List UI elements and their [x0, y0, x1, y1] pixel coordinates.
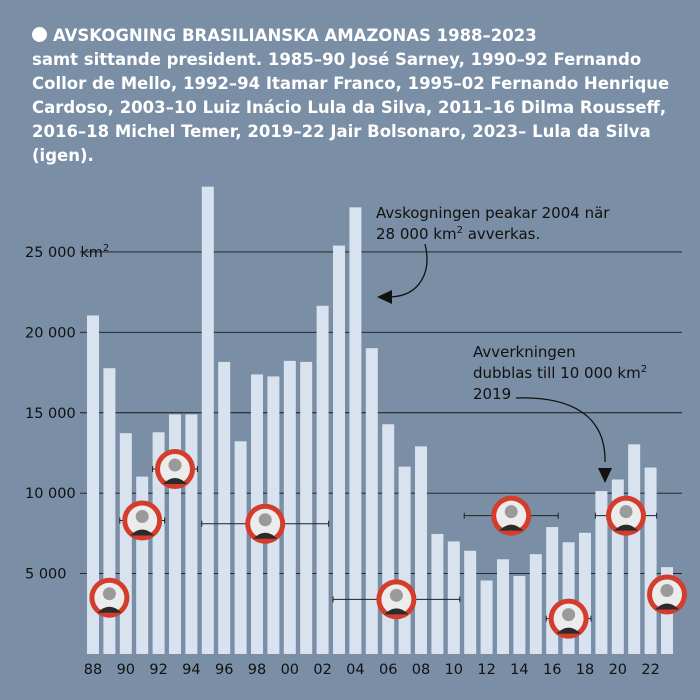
portrait-suit-icon	[384, 608, 409, 615]
portrait-head-icon	[135, 510, 149, 524]
president-portrait	[647, 574, 687, 615]
x-tick-label: 98	[248, 662, 266, 678]
portrait-head-icon	[102, 587, 116, 601]
bar-2002	[316, 305, 329, 654]
bullet-icon	[32, 27, 47, 42]
peak-annotation-line: Avskogningen peakar 2004 när	[376, 204, 610, 222]
president-markers	[89, 449, 687, 639]
peak-arrow-head	[377, 290, 392, 304]
president-portrait	[245, 503, 286, 544]
president-portrait	[155, 449, 195, 490]
x-tick-label: 22	[641, 662, 659, 678]
portrait-suit-icon	[556, 627, 581, 634]
x-tick-label: 90	[117, 662, 135, 678]
doubling-annotation-line: 2019	[473, 385, 511, 403]
doubling-annotation-line: dubblas till 10 000 km2	[473, 364, 647, 382]
x-tick-label: 96	[215, 662, 233, 678]
bar-2019	[595, 491, 608, 654]
bar-2018	[579, 532, 591, 654]
portrait-head-icon	[258, 513, 272, 527]
bar-1996	[218, 361, 231, 654]
bar-2015	[529, 554, 542, 654]
doubling-arrow-curve	[515, 397, 606, 463]
portrait-suit-icon	[655, 603, 679, 610]
annotations: Avskogningen peakar 2004 när 28 000 km2 a…	[376, 204, 647, 483]
peak-arrow-curve	[389, 243, 428, 298]
bar-2009	[431, 533, 444, 654]
chart-subtitle: samt sittande president. 1985–90 José Sa…	[32, 50, 670, 165]
y-tick-label: 15 000	[25, 406, 76, 422]
president-portrait	[548, 598, 589, 639]
x-tick-label: 94	[182, 662, 200, 678]
bar-2013	[497, 559, 509, 654]
president-portrait	[491, 495, 532, 536]
peak-annotation-line: 28 000 km2 avverkas.	[376, 225, 540, 243]
bar-1988	[87, 315, 99, 654]
y-tick-label: 20 000	[25, 325, 76, 341]
y-tick-label: 5 000	[25, 567, 67, 583]
portrait-head-icon	[562, 608, 576, 622]
x-tick-label: 92	[149, 662, 167, 678]
bar-2021	[628, 444, 641, 654]
bar-2014	[513, 576, 526, 654]
president-portrait	[376, 579, 417, 620]
bar-1994	[185, 414, 198, 654]
x-axis-labels: 88 90 92 94 96 98 00 02 04 06 08 10 12 14 16 18 20 22	[84, 662, 660, 678]
bar-1997	[234, 441, 247, 654]
y-axis-labels: 25 000 km2 20 000 15 000 10 000 5 000	[25, 243, 109, 583]
y-tick-label: 25 000 km2	[25, 243, 109, 261]
bar-1992	[152, 432, 165, 654]
x-tick-label: 00	[281, 662, 299, 678]
x-tick-label: 16	[543, 662, 561, 678]
portrait-head-icon	[504, 505, 518, 519]
portrait-suit-icon	[163, 478, 187, 485]
x-tick-label: 06	[379, 662, 397, 678]
bar-2000	[283, 360, 296, 654]
bar-2007	[398, 466, 411, 654]
bar-2022	[644, 467, 657, 654]
x-tick-label: 04	[346, 662, 364, 678]
bar-2008	[415, 446, 427, 654]
portrait-head-icon	[619, 505, 633, 519]
bar-2003	[333, 245, 345, 654]
y-tick-label: 10 000	[25, 486, 76, 502]
portrait-suit-icon	[253, 532, 278, 539]
bar-1990	[119, 433, 132, 654]
bar-2012	[480, 580, 493, 654]
president-portrait	[122, 500, 163, 541]
portrait-suit-icon	[97, 606, 122, 613]
portrait-head-icon	[168, 458, 182, 472]
portrait-suit-icon	[614, 524, 638, 531]
portrait-head-icon	[660, 583, 674, 597]
president-portrait	[89, 577, 130, 618]
bar-2010	[447, 541, 460, 654]
chart-title: AVSKOGNING BRASILIANSKA AMAZONAS 1988–20…	[53, 26, 537, 45]
bar-2001	[300, 361, 313, 654]
doubling-arrow-head	[598, 468, 612, 483]
portrait-suit-icon	[499, 524, 524, 531]
x-tick-label: 12	[477, 662, 495, 678]
bar-1995	[201, 186, 214, 654]
doubling-annotation-line: Avverkningen	[473, 343, 576, 361]
x-tick-label: 14	[510, 662, 528, 678]
bar-2005	[365, 348, 378, 654]
x-tick-label: 08	[412, 662, 430, 678]
portrait-head-icon	[389, 588, 403, 602]
x-tick-label: 88	[84, 662, 102, 678]
x-tick-label: 10	[445, 662, 463, 678]
x-tick-label: 18	[576, 662, 594, 678]
bar-2016	[546, 527, 559, 654]
chart-title-block: AVSKOGNING BRASILIANSKA AMAZONAS 1988–20…	[32, 24, 692, 168]
bar-2006	[382, 424, 395, 654]
bar-2011	[464, 550, 477, 654]
bar-2004	[349, 207, 362, 654]
portrait-suit-icon	[130, 529, 155, 536]
president-portrait	[606, 495, 646, 536]
x-tick-label: 02	[313, 662, 331, 678]
bars	[87, 186, 673, 654]
x-tick-label: 20	[609, 662, 627, 678]
